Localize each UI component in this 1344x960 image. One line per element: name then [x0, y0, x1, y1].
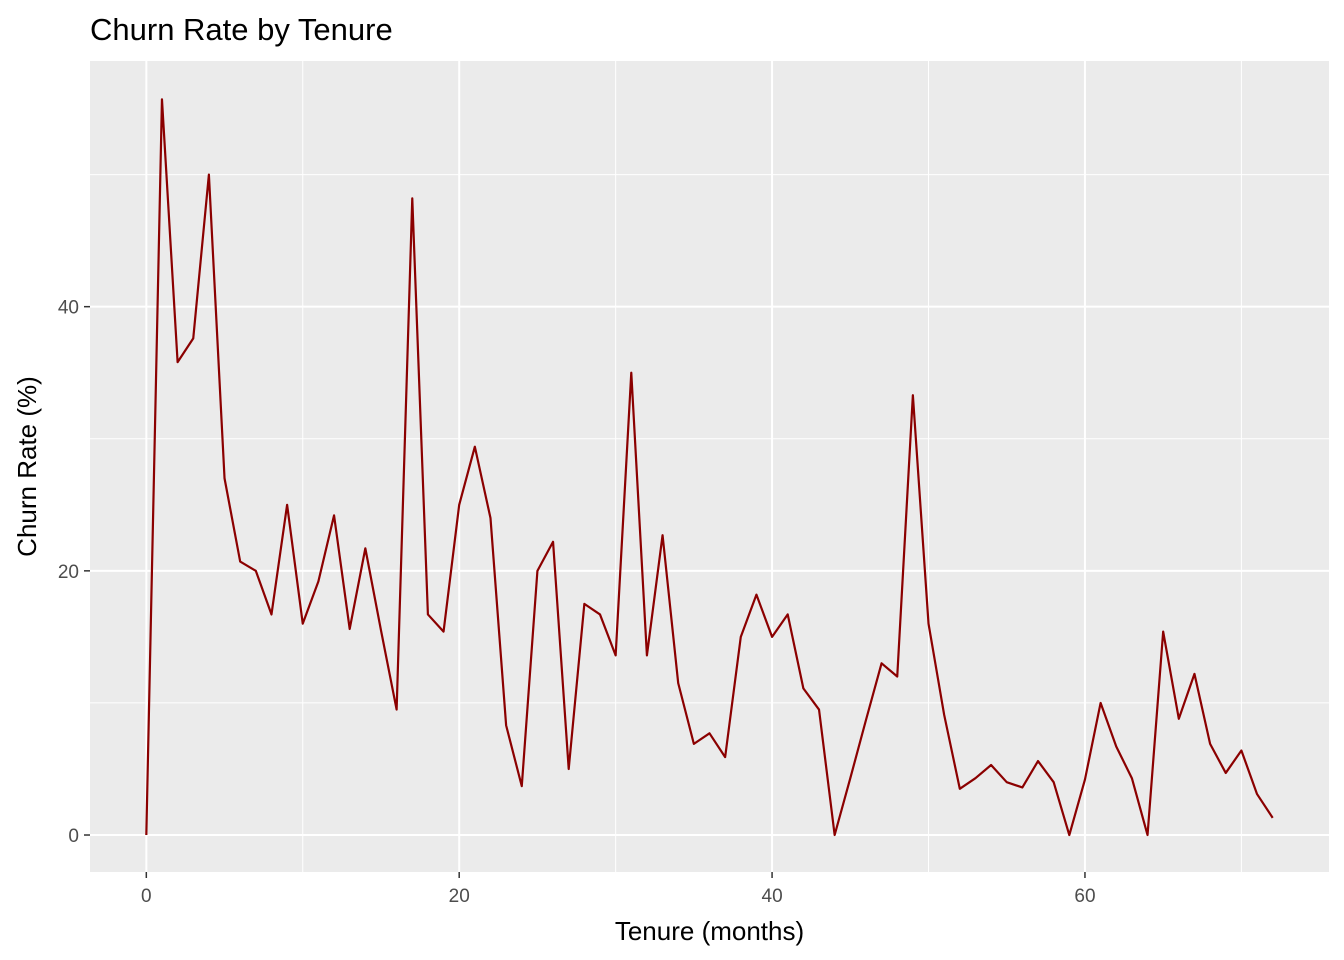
y-tick-label: 0	[68, 826, 79, 847]
y-tick-label: 40	[58, 298, 79, 319]
x-tick-label: 0	[141, 886, 152, 907]
chart-title: Churn Rate by Tenure	[90, 12, 393, 47]
x-tick-label: 20	[449, 886, 470, 907]
minor-gridlines	[90, 61, 1329, 872]
x-axis-title: Tenure (months)	[615, 916, 804, 946]
plot-panel	[90, 61, 1329, 872]
x-axis-ticks: 0 20 40 60	[141, 872, 1096, 907]
x-tick-label: 40	[762, 886, 783, 907]
y-tick-label: 20	[58, 562, 79, 583]
major-gridlines	[90, 61, 1329, 872]
y-axis-title: Churn Rate (%)	[12, 376, 42, 557]
series-line	[145, 98, 1274, 837]
y-axis-ticks: 0 20 40	[58, 298, 90, 847]
x-tick-label: 60	[1074, 886, 1095, 907]
